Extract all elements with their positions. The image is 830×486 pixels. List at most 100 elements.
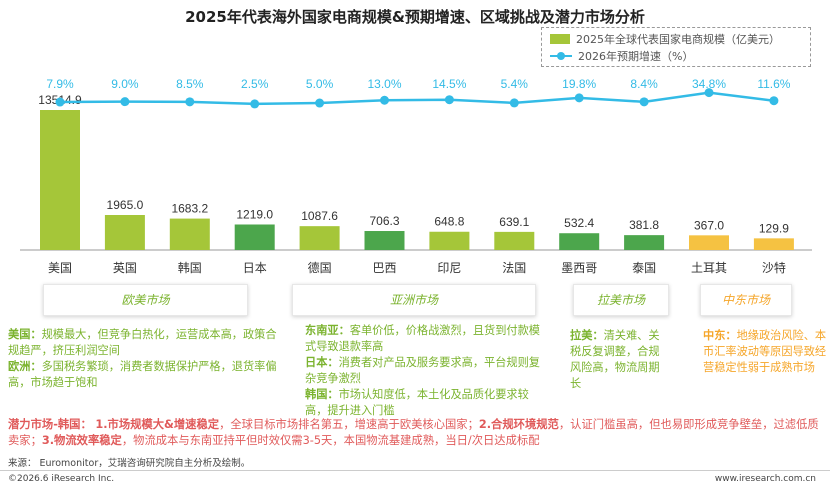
bar-3 <box>234 224 275 250</box>
bar-value-label-2: 1683.2 <box>171 202 208 216</box>
growth-point-4 <box>315 98 325 108</box>
chart-legend: 2025年全球代表国家电商规模（亿美元） 2026年预期增速（%） <box>541 27 811 67</box>
bar-5 <box>364 231 405 250</box>
bar-value-label-6: 648.8 <box>434 215 464 229</box>
growth-point-10 <box>704 88 714 98</box>
bar-1 <box>104 215 145 250</box>
growth-point-9 <box>639 97 649 107</box>
potential-market-note: 潜力市场-韩国： 1.市场规模大&增速稳定，全球目标市场排名第五，增速高于欧美核… <box>8 417 823 449</box>
x-tick-label-7: 法国 <box>502 261 526 275</box>
desc-kr-text: 市场认知度低，本土化及品质化要求较高，提升进入门槛 <box>305 388 529 417</box>
chart-title: 2025年代表海外国家电商规模&预期增速、区域挑战及潜力市场分析 <box>185 8 645 26</box>
growth-point-2 <box>185 97 195 107</box>
desc-jp-head: 日本： <box>305 356 339 369</box>
legend-line-swatch <box>550 51 572 61</box>
desc-latam-head: 拉美： <box>570 329 604 342</box>
copyright: ©2026.6 iResearch Inc. <box>8 474 115 484</box>
x-tick-label-11: 沙特 <box>762 260 786 275</box>
growth-label-3: 2.5% <box>241 77 269 91</box>
desc-jp-text: 消费者对产品及服务要求高，平台规则复杂竞争激烈 <box>305 356 540 385</box>
potential-head: 潜力市场-韩国： <box>8 418 92 431</box>
desc-europe-us: 美国：规模最大，但竞争白热化，运营成本高，政策合规趋严，挤压利润空间 欧洲：多国… <box>8 327 283 391</box>
source-note: 来源： Euromonitor，艾瑞咨询研究院自主分析及绘制。 <box>8 458 251 469</box>
website-link[interactable]: www.iresearch.com.cn <box>714 474 816 484</box>
growth-label-4: 5.0% <box>306 77 334 91</box>
chart-canvas: 13514.9美国1965.0英国1683.2韩国1219.0日本1087.6德… <box>20 77 812 275</box>
growth-point-11 <box>769 96 779 106</box>
desc-mideast: 中东：地缘政治风险、本币汇率波动等原因导致经营稳定性弱于成熟市场 <box>703 328 827 376</box>
bar-4 <box>299 226 340 250</box>
growth-point-5 <box>380 95 389 105</box>
x-tick-label-1: 英国 <box>113 261 137 275</box>
region-label-mideast: 中东市场 <box>700 284 792 316</box>
bar-value-label-5: 706.3 <box>369 214 399 228</box>
bar-value-label-11: 129.9 <box>759 221 789 235</box>
growth-point-0 <box>55 97 65 107</box>
bar-6 <box>429 231 470 250</box>
bar-value-label-8: 532.4 <box>564 216 594 230</box>
legend-line-label: 2026年预期增速（%） <box>578 49 694 63</box>
growth-label-9: 8.4% <box>630 77 658 91</box>
growth-point-8 <box>574 93 584 103</box>
bar-value-label-1: 1965.0 <box>107 198 144 212</box>
x-tick-label-6: 印尼 <box>437 261 461 275</box>
potential-point3-text: ，物流成本与东南亚持平但时效仅需3-5天，本国物流基建成熟，当日/次日达成标配 <box>121 434 540 447</box>
desc-sea-text: 客单价低，价格战激烈，且货到付款模式导致退款率高 <box>305 324 540 353</box>
legend-item-bars: 2025年全球代表国家电商规模（亿美元） <box>550 30 802 47</box>
x-tick-label-8: 墨西哥 <box>561 261 597 275</box>
region-asia-text: 亚洲市场 <box>389 293 438 307</box>
bar-11 <box>753 238 794 250</box>
growth-label-1: 9.0% <box>111 77 139 91</box>
potential-point2-head: 2.合规环境规范 <box>478 418 559 431</box>
desc-asia: 东南亚：客单价低，价格战激烈，且货到付款模式导致退款率高 日本：消费者对产品及服… <box>305 323 547 419</box>
bar-2 <box>169 218 210 250</box>
desc-latam: 拉美：清关难、关税反复调整，合规风险高，物流周期长 <box>570 328 670 392</box>
bar-9 <box>624 235 665 250</box>
desc-eu-text: 多国税务繁琐，消费者数据保护严格，退货率偏高，市场趋于饱和 <box>8 360 277 389</box>
x-tick-label-2: 韩国 <box>178 260 202 275</box>
desc-kr-head: 韩国： <box>305 388 339 401</box>
growth-label-6: 14.5% <box>432 77 466 91</box>
growth-label-7: 5.4% <box>501 77 529 91</box>
growth-point-3 <box>250 99 260 109</box>
potential-point3-head: 3.物流效率稳定 <box>41 434 122 447</box>
bar-value-label-9: 381.8 <box>629 218 659 232</box>
bar-8 <box>559 233 600 250</box>
potential-point1-text: ，全球目标市场排名第五，增速高于欧美核心国家； <box>219 418 479 431</box>
desc-mideast-text: 地缘政治风险、本币汇率波动等原因导致经营稳定性弱于成熟市场 <box>703 329 827 374</box>
desc-latam-text: 清关难、关税反复调整，合规风险高，物流周期长 <box>570 329 660 390</box>
growth-point-1 <box>120 97 130 107</box>
region-latam-text: 拉美市场 <box>596 293 645 307</box>
bar-10 <box>689 235 729 250</box>
x-tick-label-5: 巴西 <box>372 261 396 275</box>
x-tick-label-9: 泰国 <box>632 261 656 275</box>
legend-bar-swatch <box>550 33 570 44</box>
x-tick-label-4: 德国 <box>308 260 332 275</box>
region-europe-us-text: 欧美市场 <box>121 293 170 307</box>
region-label-asia: 亚洲市场 <box>292 284 536 316</box>
legend-item-line: 2026年预期增速（%） <box>550 47 802 64</box>
bar-value-label-10: 367.0 <box>694 218 724 232</box>
x-tick-label-3: 日本 <box>243 261 267 275</box>
growth-line <box>59 91 775 106</box>
desc-mideast-head: 中东： <box>703 329 737 342</box>
desc-sea-head: 东南亚： <box>305 324 350 337</box>
x-tick-label-10: 土耳其 <box>691 261 727 275</box>
desc-us-text: 规模最大，但竞争白热化，运营成本高，政策合规趋严，挤压利润空间 <box>8 328 277 357</box>
bar-value-label-3: 1219.0 <box>236 207 273 221</box>
region-label-europe-us: 欧美市场 <box>43 284 248 316</box>
growth-label-8: 19.8% <box>562 77 596 91</box>
desc-eu-head: 欧洲： <box>8 360 42 373</box>
desc-us-head: 美国： <box>8 328 42 341</box>
growth-point-6 <box>444 95 454 105</box>
region-mideast-text: 中东市场 <box>721 293 770 307</box>
x-tick-label-0: 美国 <box>48 261 72 275</box>
region-label-latam: 拉美市场 <box>573 284 669 316</box>
footer-divider <box>0 470 830 471</box>
growth-label-11: 11.6% <box>757 77 790 91</box>
growth-point-7 <box>509 98 519 108</box>
potential-point1-head: 1.市场规模大&增速稳定 <box>95 418 220 431</box>
growth-label-5: 13.0% <box>367 77 401 91</box>
potential-point2-text: ，认证门槛虽高，但也易即形成竞争壁垒，过滤低质卖家； <box>8 418 819 447</box>
bar-7 <box>494 231 535 250</box>
